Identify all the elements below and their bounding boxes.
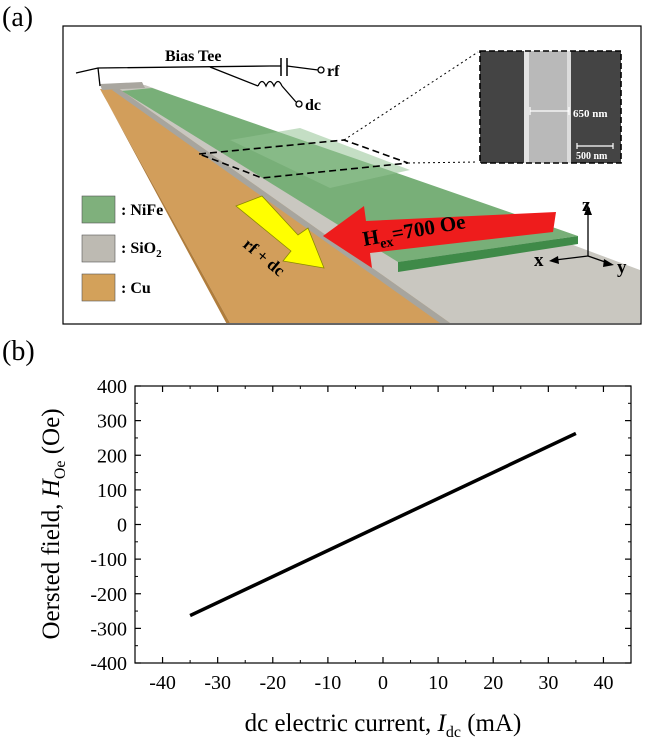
oersted-field-chart: -40 -30 -20 -10 0 10 20 30 40 -400-300-200-10001…: [38, 376, 632, 740]
x-tick-label: 20: [483, 672, 503, 694]
x-tick-label: 30: [538, 672, 558, 694]
field-arrow-icon: [323, 206, 556, 268]
nife-strip-side: [398, 236, 578, 272]
x-axis-arrowhead: [549, 256, 559, 264]
legend-label-sio2: : SiO2: [121, 240, 162, 260]
sem-inset: 650 nm 500 nm: [479, 50, 622, 164]
legend-label-cu: : Cu: [121, 280, 151, 297]
y-tick-label: 200: [97, 445, 127, 467]
x-axis: [554, 255, 589, 261]
device-schematic: rf + dc Hex=700 Oe z x y: [75, 51, 640, 323]
y-tick-label: -400: [90, 653, 127, 675]
y-axis-ticks: -400 -300 -200 -100 0 100 200 300 400: [90, 376, 631, 675]
nife-strip-highlight: [230, 128, 410, 188]
x-axis-ticks: -40 -30 -20 -10 0 10 20 30 40: [134, 386, 632, 694]
y-axis-title: Oersted field, HOe (Oe): [38, 408, 69, 639]
series-line: [189, 431, 577, 618]
dc-wire: [209, 66, 259, 87]
x-tick-label: -10: [315, 672, 342, 694]
y-tick-label: 100: [97, 480, 127, 502]
zoom-guide-line: [343, 51, 479, 141]
y-tick-label: -100: [90, 549, 127, 571]
bias-tee-wire-lead: [97, 67, 101, 87]
x-tick-label: 0: [378, 672, 388, 694]
x-tick-label: 40: [593, 672, 613, 694]
x-tick-label: -20: [259, 672, 286, 694]
legend-label-nife: : NiFe: [121, 202, 163, 219]
sem-scale-label: 500 nm: [576, 151, 608, 162]
y-tick-label: 400: [97, 376, 127, 398]
panel-b-label: (b): [2, 336, 35, 367]
z-axis-label: z: [582, 195, 591, 216]
sem-width-label: 650 nm: [573, 108, 608, 120]
x-axis-title: dc electric current, Idc (mA): [245, 710, 522, 740]
panel-a-label: (a): [2, 2, 33, 33]
y-tick-label: -200: [90, 584, 127, 606]
sio2-edge: [112, 88, 450, 323]
legend-swatch-nife: [81, 195, 116, 224]
sem-wire-edge: [524, 51, 529, 163]
x-tick-label: 10: [428, 672, 448, 694]
material-legend: : NiFe : SiO2 : Cu: [81, 195, 163, 302]
x-axis-label: x: [534, 250, 544, 271]
dc-label: dc: [305, 97, 321, 114]
bias-tee-label: Bias Tee: [165, 48, 221, 65]
cu-slab-side: [100, 89, 230, 323]
y-tick-label: 0: [117, 515, 127, 537]
y-axis-arrowhead: [603, 259, 614, 267]
dc-terminal-icon: [295, 100, 303, 108]
sem-inset-frame: [479, 50, 622, 164]
z-axis-arrowhead: [584, 205, 592, 215]
rf-wire: [286, 65, 319, 71]
current-arrow-icon: [235, 195, 325, 269]
rf-terminal-icon: [317, 66, 325, 74]
legend-swatch-sio2: [81, 234, 116, 263]
data-series: [189, 431, 577, 618]
zoom-guide-line: [407, 161, 479, 164]
y-tick-label: -300: [90, 618, 127, 640]
legend-swatch-cu: [81, 273, 116, 302]
inductor-coil-icon: [257, 80, 283, 88]
rf-label: rf: [327, 63, 340, 80]
dc-wire: [281, 85, 297, 103]
x-tick-label: -30: [204, 672, 231, 694]
sem-wire: [529, 51, 567, 163]
y-tick-label: 300: [97, 411, 127, 433]
y-axis-label: y: [617, 257, 627, 278]
x-tick-label: -40: [149, 672, 176, 694]
contact-pad: [100, 82, 145, 90]
